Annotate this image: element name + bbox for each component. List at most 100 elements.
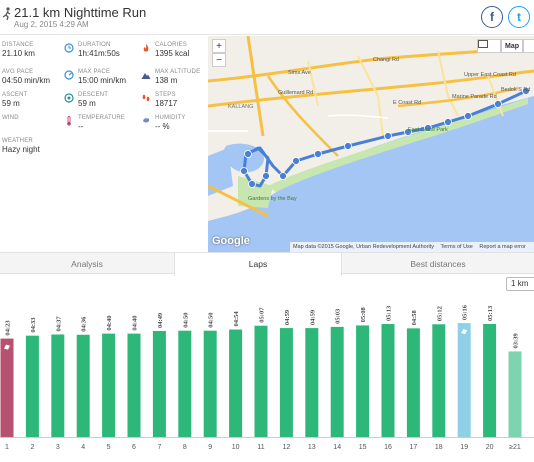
lap-pace-label: 04:23 <box>5 320 12 336</box>
zoom-out-button[interactable]: − <box>212 53 226 67</box>
lap-number-label: 5 <box>107 444 111 451</box>
map-label: KALLANG <box>228 104 253 110</box>
mountain-icon <box>141 73 151 79</box>
lap-number-label: 19 <box>460 444 468 451</box>
lap-pace-label: 04:33 <box>30 317 37 333</box>
lap-bar[interactable] <box>432 324 446 437</box>
lap-bar[interactable] <box>356 325 370 437</box>
flame-icon <box>143 44 149 52</box>
map-data-credit: Map data ©2015 Google, Urban Redevelopme… <box>293 244 435 250</box>
map-label: Marine Parade Rd <box>452 94 497 100</box>
stat-value: 15:00 min/km <box>78 76 127 85</box>
tab-bar: Analysis Laps Best distances <box>0 252 534 276</box>
lap-bar[interactable] <box>330 326 344 437</box>
stat-value: 59 m <box>2 99 20 108</box>
lap-number-label: 9 <box>208 444 212 451</box>
lap-bar[interactable] <box>279 328 293 437</box>
lap-bar[interactable] <box>254 325 268 437</box>
lap-bar[interactable] <box>178 330 192 437</box>
lap-bar[interactable] <box>305 328 319 437</box>
map-canvas[interactable]: Sims Ave Changi Rd Guillemard Rd Upper E… <box>208 36 534 252</box>
terms-link[interactable]: Terms of Use <box>440 244 473 250</box>
lap-number-label: 1 <box>5 444 9 451</box>
lap-bar[interactable] <box>51 334 65 437</box>
stat-value: Hazy night <box>2 145 40 154</box>
stat-label: STEPS <box>155 92 176 98</box>
zoom-in-button[interactable]: + <box>212 39 226 53</box>
lap-pace-label: 05:07 <box>259 307 266 323</box>
map-label: East Coast Park <box>408 127 448 133</box>
stat-value: 04:50 min/km <box>2 76 51 85</box>
facebook-share-button[interactable]: f <box>481 6 503 28</box>
lap-pace-label: 04:50 <box>182 313 189 328</box>
stat-label: WEATHER <box>2 138 33 144</box>
tab-best-distances[interactable]: Best distances <box>410 259 466 269</box>
stat-value: 1395 kcal <box>155 49 190 58</box>
lap-bar[interactable] <box>381 323 395 437</box>
stats-panel: DISTANCE 21.10 km DURATION 1h:41m:50s CA… <box>0 36 208 252</box>
laps-bar-chart: 04:23 1 04:33 2 04:37 3 04:36 4 04:40 5 04:40 6 04:4… <box>0 304 534 451</box>
fastest-lap-icon <box>4 344 10 350</box>
descent-icon <box>64 93 74 103</box>
lap-number-label: 3 <box>56 444 60 451</box>
lap-bar[interactable] <box>203 330 217 437</box>
lap-bar[interactable] <box>127 333 141 437</box>
lap-unit-select[interactable]: 1 km <box>506 277 534 291</box>
stat-label: CALORIES <box>155 42 187 48</box>
tab-laps[interactable]: Laps <box>174 253 342 276</box>
fullscreen-button[interactable] <box>477 39 501 53</box>
lap-pace-label: 05:12 <box>436 306 443 321</box>
map-label: E Coast Rd <box>393 100 421 106</box>
lap-pace-label: 04:37 <box>55 316 62 332</box>
stat-value: 138 m <box>155 76 178 85</box>
lap-number-label: 8 <box>183 444 187 451</box>
report-error-link[interactable]: Report a map error <box>479 244 526 250</box>
lap-number-label: ≥21 <box>509 444 521 451</box>
lap-bar[interactable] <box>483 323 497 437</box>
twitter-icon: t <box>517 10 521 24</box>
lap-bar[interactable] <box>152 330 166 437</box>
lap-pace-label: 04:40 <box>106 315 113 330</box>
stat-weather: WEATHER Hazy night <box>2 137 102 155</box>
map-type-button[interactable]: Map <box>501 39 523 53</box>
footsteps-icon <box>142 94 150 102</box>
lap-bar[interactable] <box>508 351 522 437</box>
lap-bar[interactable] <box>406 328 420 437</box>
lap-bar[interactable] <box>76 334 90 437</box>
lap-bar[interactable] <box>229 329 243 437</box>
lap-number-label: 20 <box>486 444 494 451</box>
humidity-icon <box>143 117 150 123</box>
route-map[interactable]: Sims Ave Changi Rd Guillemard Rd Upper E… <box>208 36 534 252</box>
lap-bar[interactable] <box>102 333 116 437</box>
twitter-share-button[interactable]: t <box>508 6 530 28</box>
stat-ascent: ASCENT 59 m <box>2 91 68 109</box>
lap-bar[interactable] <box>25 335 39 437</box>
lap-pace-label: 05:16 <box>462 304 469 320</box>
stat-label: MAX PACE <box>78 69 111 75</box>
max-pace-icon <box>64 70 74 80</box>
map-label: Sims Ave <box>288 70 311 76</box>
map-label: Bedok S Rd <box>501 87 530 93</box>
stat-label: TEMPERATURE <box>78 115 126 121</box>
stat-value: 59 m <box>78 99 96 108</box>
stat-distance: DISTANCE 21.10 km <box>2 41 68 59</box>
lap-bar[interactable] <box>457 323 471 437</box>
map-attribution: Map data ©2015 Google, Urban Redevelopme… <box>290 242 534 252</box>
tab-analysis[interactable]: Analysis <box>71 259 103 269</box>
laps-chart: 04:23 1 04:33 2 04:37 3 04:36 4 04:40 5 04:40 6 04:4… <box>0 290 534 462</box>
stat-value: 18717 <box>155 99 178 108</box>
satellite-toggle[interactable] <box>523 39 534 53</box>
lap-pace-label: 05:13 <box>386 305 393 321</box>
facebook-icon: f <box>490 10 494 24</box>
lap-number-label: 10 <box>232 444 240 451</box>
lap-pace-label: 04:58 <box>411 309 418 325</box>
stat-value: 1h:41m:50s <box>78 49 120 58</box>
lap-pace-label: 05:13 <box>487 305 494 321</box>
runner-icon <box>2 7 11 21</box>
activity-title: 21.1 km Nighttime Run <box>14 5 147 20</box>
lap-pace-label: 03:39 <box>513 333 520 349</box>
map-label: Guillemard Rd <box>278 90 313 96</box>
stat-value: -- % <box>155 122 170 131</box>
lap-bar[interactable] <box>0 338 14 437</box>
activity-date: Aug 2, 2015 4:29 AM <box>14 20 89 29</box>
